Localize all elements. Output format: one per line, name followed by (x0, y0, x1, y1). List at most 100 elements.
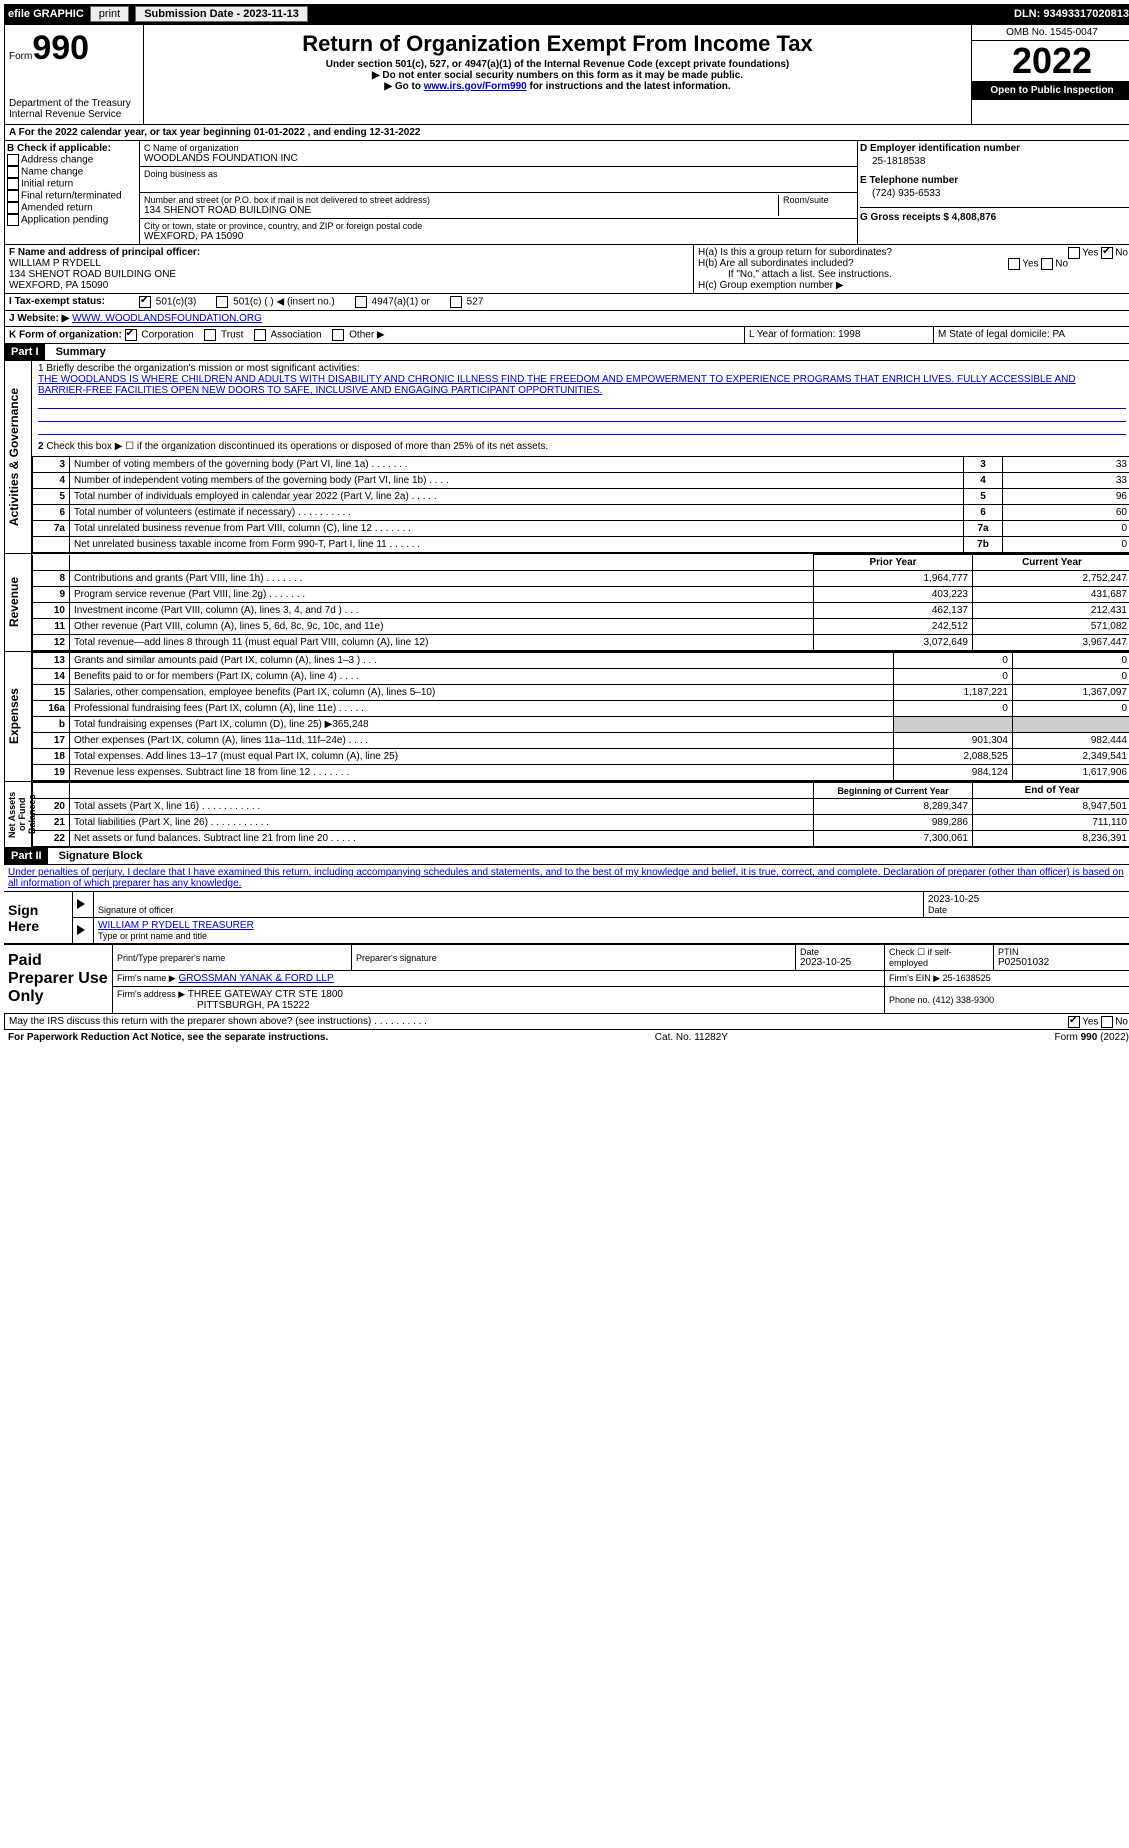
pp-self[interactable]: Check ☐ if self-employed (885, 945, 994, 971)
part1-badge: Part I (5, 344, 45, 360)
paid-preparer-label: Paid Preparer Use Only (4, 945, 113, 1014)
form-header: Form990 Department of the Treasury Inter… (4, 24, 1129, 125)
form-no-digits: 990 (32, 29, 89, 67)
form-word: Form (9, 51, 32, 62)
chk-501c3[interactable]: 501(c)(3) (139, 296, 196, 308)
part2-header: Part II Signature Block (4, 848, 1129, 865)
opt-other: Other ▶ (349, 330, 384, 341)
part2-badge: Part II (5, 848, 48, 864)
opt-trust: Trust (221, 330, 243, 341)
box-h: H(a) Is this a group return for subordin… (694, 245, 1129, 293)
top-bar: efile GRAPHIC print Submission Date - 20… (4, 4, 1129, 24)
exp-content: 13Grants and similar amounts paid (Part … (32, 652, 1129, 781)
phone-value: (724) 935-6533 (860, 186, 1129, 207)
vtab-exp: Expenses (5, 652, 32, 781)
mayirs-yes: Yes (1082, 1017, 1098, 1028)
pp-date-label: Date (800, 947, 880, 957)
ha-no[interactable]: No (1115, 248, 1128, 259)
opt-assoc: Association (270, 330, 321, 341)
chk-501c[interactable]: 501(c) ( ) ◀ (insert no.) (216, 296, 334, 308)
table-row: 20Total assets (Part X, line 16) . . . .… (33, 799, 1129, 815)
firm-addr1: THREE GATEWAY CTR STE 1800 (188, 989, 343, 1000)
addr-box: Number and street (or P.O. box if mail i… (140, 193, 857, 219)
hb-no[interactable]: No (1055, 259, 1068, 270)
box-deg: D Employer identification number 25-1818… (857, 141, 1129, 244)
table-row: Net unrelated business taxable income fr… (33, 537, 1129, 553)
city-label: City or town, state or province, country… (144, 221, 853, 231)
chk-amended[interactable]: Amended return (7, 202, 137, 214)
officer-name: WILLIAM P RYDELL (9, 258, 689, 269)
chk-address[interactable]: Address change (7, 154, 137, 166)
sig-name[interactable]: WILLIAM P RYDELL TREASURER (98, 920, 254, 931)
ag-content: 1 Briefly describe the organization's mi… (32, 361, 1129, 553)
part1-name: Summary (48, 346, 106, 358)
sig-name-label: Type or print name and title (98, 931, 1128, 941)
ha-yes[interactable]: Yes (1082, 248, 1098, 259)
chk-527[interactable]: 527 (450, 296, 483, 308)
org-name-label: C Name of organization (144, 143, 853, 153)
form-number: Form990 (9, 29, 139, 68)
chk-4947[interactable]: 4947(a)(1) or (355, 296, 430, 308)
revenue-table: Prior YearCurrent Year8Contributions and… (32, 554, 1129, 651)
dept-irs: Internal Revenue Service (9, 109, 139, 120)
chk-name[interactable]: Name change (7, 166, 137, 178)
org-name: WOODLANDS FOUNDATION INC (144, 153, 853, 164)
table-row: 10Investment income (Part VIII, column (… (33, 603, 1129, 619)
table-row: 19Revenue less expenses. Subtract line 1… (33, 765, 1129, 781)
firm-name-label: Firm's name ▶ (117, 973, 176, 983)
mayirs-no-check[interactable] (1101, 1016, 1113, 1028)
header-left: Form990 Department of the Treasury Inter… (5, 25, 144, 124)
chk-final[interactable]: Final return/terminated (7, 190, 137, 202)
form-title: Return of Organization Exempt From Incom… (148, 31, 967, 57)
sig-name-cell: WILLIAM P RYDELL TREASURER Type or print… (94, 918, 1129, 944)
line-j-label: Website: ▶ (17, 313, 69, 324)
firm-name[interactable]: GROSSMAN YANAK & FORD LLP (178, 973, 333, 984)
dba-box: Doing business as (140, 167, 857, 193)
part1-body: Activities & Governance 1 Briefly descri… (4, 361, 1129, 554)
q2-label: 2 Check this box ▶ ☐ if the organization… (32, 437, 1129, 456)
dln-label: DLN: 93493317020813 (1014, 8, 1129, 20)
line-i: I Tax-exempt status: 501(c)(3) 501(c) ( … (4, 294, 1129, 311)
table-row: 17Other expenses (Part IX, column (A), l… (33, 733, 1129, 749)
print-button[interactable]: print (90, 6, 129, 22)
table-row: 7aTotal unrelated business revenue from … (33, 521, 1129, 537)
sign-here-table: Sign Here Signature of officer 2023-10-2… (4, 891, 1129, 944)
box-c: C Name of organization WOODLANDS FOUNDAT… (140, 141, 857, 244)
opt-527: 527 (467, 297, 484, 308)
chk-initial[interactable]: Initial return (7, 178, 137, 190)
footer-right: Form 990 (2022) (1055, 1032, 1129, 1043)
opt-corp: Corporation (141, 330, 193, 341)
chk-corp[interactable] (125, 329, 137, 341)
subtitle-3: ▶ Go to www.irs.gov/Form990 for instruct… (148, 81, 967, 92)
mission-text[interactable]: THE WOODLANDS IS WHERE CHILDREN AND ADUL… (38, 374, 1076, 396)
hb-yes[interactable]: Yes (1022, 259, 1038, 270)
opt-4947: 4947(a)(1) or (372, 297, 430, 308)
chk-initial-label: Initial return (21, 179, 73, 190)
vtab-na: Net Assets or Fund Balances (5, 782, 32, 847)
chk-pending[interactable]: Application pending (7, 214, 137, 226)
table-row: 16aProfessional fundraising fees (Part I… (33, 701, 1129, 717)
chk-other[interactable] (332, 329, 344, 341)
tax-year: 2022 (972, 41, 1129, 81)
irs-link[interactable]: www.irs.gov/Form990 (424, 81, 527, 92)
expenses-section: Expenses 13Grants and similar amounts pa… (4, 652, 1129, 782)
q1-block: 1 Briefly describe the organization's mi… (32, 361, 1129, 437)
website-link[interactable]: WWW. WOODLANDSFOUNDATION.ORG (72, 313, 262, 324)
line-a: A For the 2022 calendar year, or tax yea… (4, 125, 1129, 141)
mayirs-yes-check[interactable] (1068, 1016, 1080, 1028)
na-content: Beginning of Current YearEnd of Year20To… (32, 782, 1129, 847)
opt-501c3: 501(c)(3) (156, 297, 197, 308)
open-to-public: Open to Public Inspection (972, 81, 1129, 100)
declaration-text[interactable]: Under penalties of perjury, I declare th… (8, 867, 1124, 889)
chk-trust[interactable] (204, 329, 216, 341)
box-b-title: B Check if applicable: (7, 143, 137, 154)
table-row: 11Other revenue (Part VIII, column (A), … (33, 619, 1129, 635)
chk-assoc[interactable] (254, 329, 266, 341)
blank-line-3 (38, 422, 1126, 435)
sig-date-cell: 2023-10-25 Date (924, 892, 1129, 918)
blank-line-2 (38, 409, 1126, 422)
dept-treasury: Department of the Treasury (9, 98, 139, 109)
sig-date-value: 2023-10-25 (928, 894, 1128, 905)
pp-sig-label: Preparer's signature (356, 953, 791, 963)
ag-table: 3Number of voting members of the governi… (32, 456, 1129, 553)
